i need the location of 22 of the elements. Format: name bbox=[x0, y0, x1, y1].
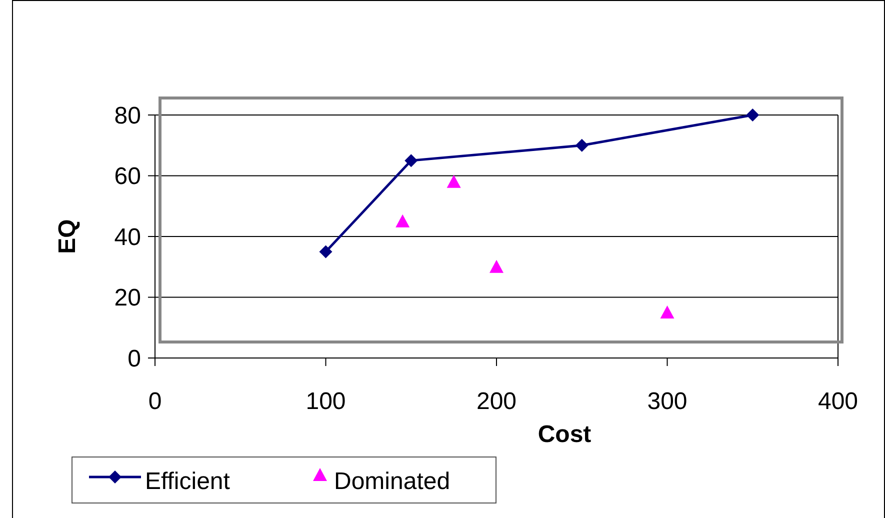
point bbox=[404, 154, 418, 168]
x-tick-label: 200 bbox=[476, 388, 517, 415]
x-tick-label: 300 bbox=[647, 388, 688, 415]
point bbox=[660, 305, 674, 318]
point bbox=[746, 108, 760, 122]
x-tick-label: 400 bbox=[818, 388, 858, 415]
point bbox=[490, 260, 504, 273]
legend-label: Dominated bbox=[334, 468, 450, 495]
y-axis-title: EQ bbox=[54, 219, 81, 254]
x-tick-label: 0 bbox=[148, 388, 162, 415]
y-tick-label: 60 bbox=[114, 163, 141, 190]
point bbox=[446, 174, 461, 188]
legend-label: Efficient bbox=[145, 468, 230, 495]
x-tick-label: 100 bbox=[306, 388, 346, 415]
y-tick-label: 80 bbox=[114, 102, 141, 130]
point bbox=[396, 214, 410, 228]
y-tick-label: 0 bbox=[128, 345, 141, 372]
point bbox=[575, 138, 588, 152]
y-tick-label: 40 bbox=[114, 224, 141, 251]
y-tick-label: 20 bbox=[114, 284, 141, 312]
x-axis-title: Cost bbox=[538, 421, 592, 448]
point bbox=[319, 245, 332, 258]
